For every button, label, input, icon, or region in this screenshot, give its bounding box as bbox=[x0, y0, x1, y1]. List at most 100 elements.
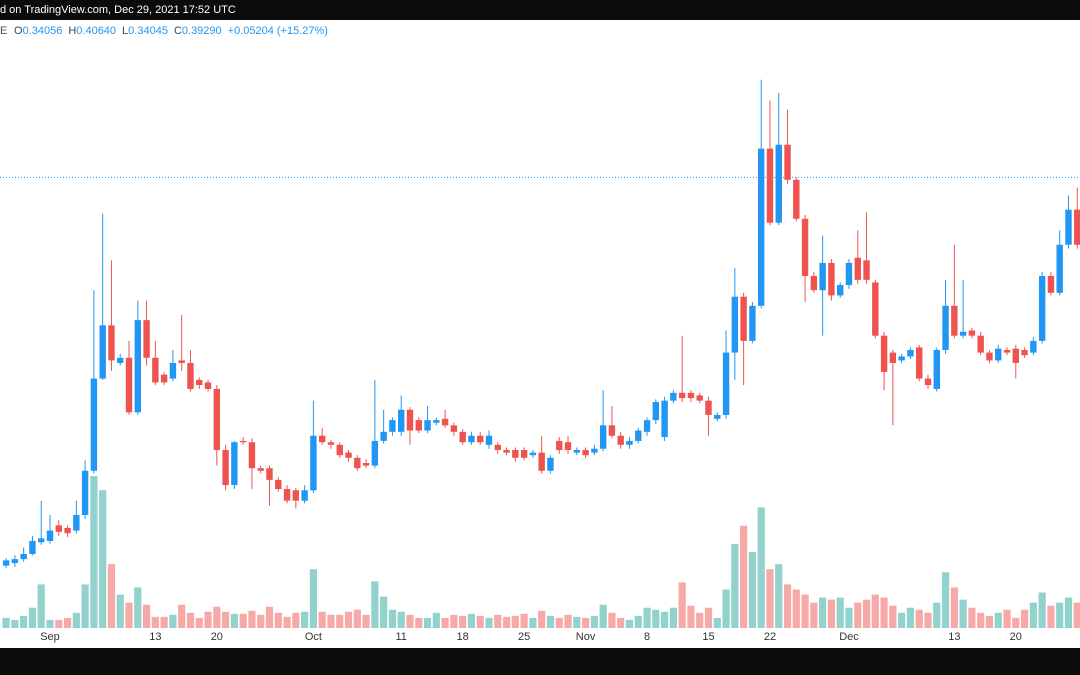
volume-bar bbox=[880, 597, 888, 628]
volume-bar bbox=[1020, 609, 1029, 628]
volume-bar bbox=[827, 599, 836, 628]
candle-body bbox=[494, 444, 501, 451]
candle-body bbox=[573, 450, 580, 453]
volume-bar bbox=[845, 607, 853, 628]
candle-body bbox=[266, 468, 273, 480]
volume-bar bbox=[432, 612, 440, 628]
candle-body bbox=[670, 392, 677, 401]
candle-body bbox=[477, 435, 484, 443]
header-text: d on TradingView.com, Dec 29, 2021 17:52… bbox=[0, 4, 236, 16]
candle-body bbox=[731, 296, 739, 353]
legend-value: 0.34056 bbox=[23, 25, 63, 37]
volume-bar bbox=[520, 613, 528, 628]
volume-bar bbox=[766, 569, 774, 628]
legend-value: 0.40640 bbox=[76, 25, 116, 37]
x-tick-label: 22 bbox=[764, 631, 776, 643]
volume-bar bbox=[581, 617, 590, 628]
volume-bar bbox=[546, 615, 555, 628]
candle-body bbox=[1038, 275, 1046, 341]
volume-bar bbox=[107, 564, 116, 628]
legend-key: C bbox=[174, 25, 182, 37]
candle-body bbox=[143, 320, 150, 358]
volume-bar bbox=[511, 615, 519, 628]
volume-bar bbox=[239, 613, 247, 628]
candle-body bbox=[441, 418, 449, 426]
volume-bar bbox=[1038, 592, 1046, 628]
top-bar bbox=[0, 0, 1080, 20]
volume-bar bbox=[186, 612, 195, 628]
candle-body bbox=[222, 450, 229, 486]
candle-body bbox=[714, 414, 721, 419]
volume-bar bbox=[722, 589, 730, 628]
volume-bar bbox=[775, 564, 783, 628]
candle-body bbox=[819, 262, 826, 291]
volume-bar bbox=[573, 616, 581, 628]
volume-bar bbox=[906, 607, 915, 628]
volume-bar bbox=[555, 617, 563, 628]
volume-bar bbox=[1012, 617, 1020, 628]
candle-body bbox=[599, 425, 607, 449]
candle-body bbox=[556, 440, 563, 451]
volume-bar bbox=[608, 612, 616, 628]
volume-bar bbox=[178, 604, 186, 628]
volume-bar bbox=[599, 604, 607, 628]
candle-body bbox=[354, 457, 361, 469]
candle-body bbox=[977, 335, 984, 353]
candle-body bbox=[433, 420, 440, 423]
candle-body bbox=[345, 452, 352, 458]
candle-body bbox=[125, 357, 133, 413]
candle-body bbox=[617, 435, 624, 445]
candle-body bbox=[1065, 209, 1072, 245]
candle-body bbox=[169, 362, 177, 379]
volume-bar bbox=[116, 594, 124, 628]
volume-bar bbox=[704, 607, 713, 628]
candle-body bbox=[2, 560, 10, 566]
volume-bar bbox=[538, 610, 546, 628]
volume-bar bbox=[476, 615, 484, 628]
candle-body bbox=[995, 348, 1002, 361]
symbol: E bbox=[0, 25, 7, 37]
candle-body bbox=[20, 553, 27, 560]
candle-body bbox=[635, 430, 642, 441]
volume-bar bbox=[757, 507, 765, 628]
volume-bar bbox=[151, 616, 159, 628]
volume-bar bbox=[915, 609, 923, 628]
volume-bar bbox=[713, 617, 721, 628]
candle-body bbox=[371, 440, 379, 466]
x-tick-label: Dec bbox=[839, 631, 859, 643]
volume-bar bbox=[37, 584, 45, 628]
candle-body bbox=[108, 325, 115, 361]
volume-bar bbox=[344, 611, 353, 628]
candle-body bbox=[793, 179, 800, 219]
candle-body bbox=[1056, 244, 1063, 293]
candle-body bbox=[468, 435, 475, 443]
candle-body bbox=[547, 457, 554, 471]
volume-bar bbox=[985, 615, 994, 628]
volume-bar bbox=[1073, 602, 1080, 628]
volume-bar bbox=[819, 597, 827, 628]
volume-bar bbox=[687, 605, 695, 628]
candle-body bbox=[916, 347, 923, 379]
x-tick-label: 15 bbox=[702, 631, 714, 643]
candle-body bbox=[248, 442, 256, 469]
volume-bar bbox=[11, 619, 19, 628]
candle-body bbox=[424, 420, 431, 431]
x-tick-label: 20 bbox=[211, 631, 223, 643]
volume-bar bbox=[380, 596, 388, 628]
candle-body bbox=[907, 349, 914, 357]
volume-bar bbox=[397, 611, 405, 628]
candle-body bbox=[740, 296, 747, 341]
candle-body bbox=[1012, 348, 1019, 363]
candle-body bbox=[564, 442, 572, 451]
candle-body bbox=[213, 388, 221, 451]
candle-body bbox=[986, 352, 993, 361]
candle-body bbox=[652, 401, 660, 421]
volume-bar bbox=[2, 617, 10, 628]
candle-body bbox=[608, 425, 616, 436]
candle-body bbox=[196, 379, 203, 386]
candle-body bbox=[327, 442, 335, 445]
candle-body bbox=[283, 488, 291, 501]
volume-bar bbox=[661, 611, 669, 628]
volume-bar bbox=[301, 611, 309, 628]
volume-bar bbox=[230, 613, 238, 628]
